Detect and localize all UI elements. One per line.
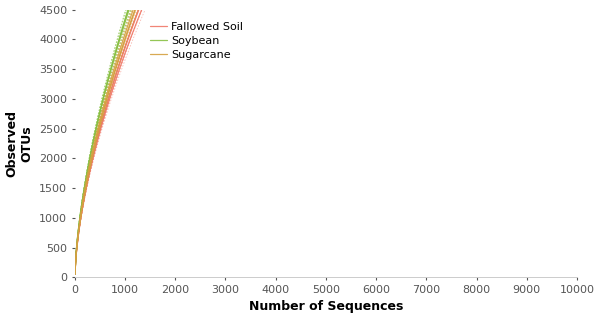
Y-axis label: Observed
OTUs: Observed OTUs — [5, 110, 34, 177]
X-axis label: Number of Sequences: Number of Sequences — [249, 300, 403, 314]
Legend: Fallowed Soil, Soybean, Sugarcane: Fallowed Soil, Soybean, Sugarcane — [146, 18, 248, 64]
